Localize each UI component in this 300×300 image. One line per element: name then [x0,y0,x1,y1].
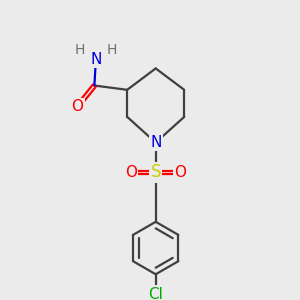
Text: N: N [150,135,161,150]
Text: S: S [151,164,161,181]
Text: O: O [175,165,187,180]
Text: Cl: Cl [148,287,163,300]
Text: O: O [125,165,137,180]
Text: H: H [106,43,117,57]
Text: N: N [90,52,101,67]
Text: H: H [75,43,85,57]
Text: O: O [71,99,83,114]
